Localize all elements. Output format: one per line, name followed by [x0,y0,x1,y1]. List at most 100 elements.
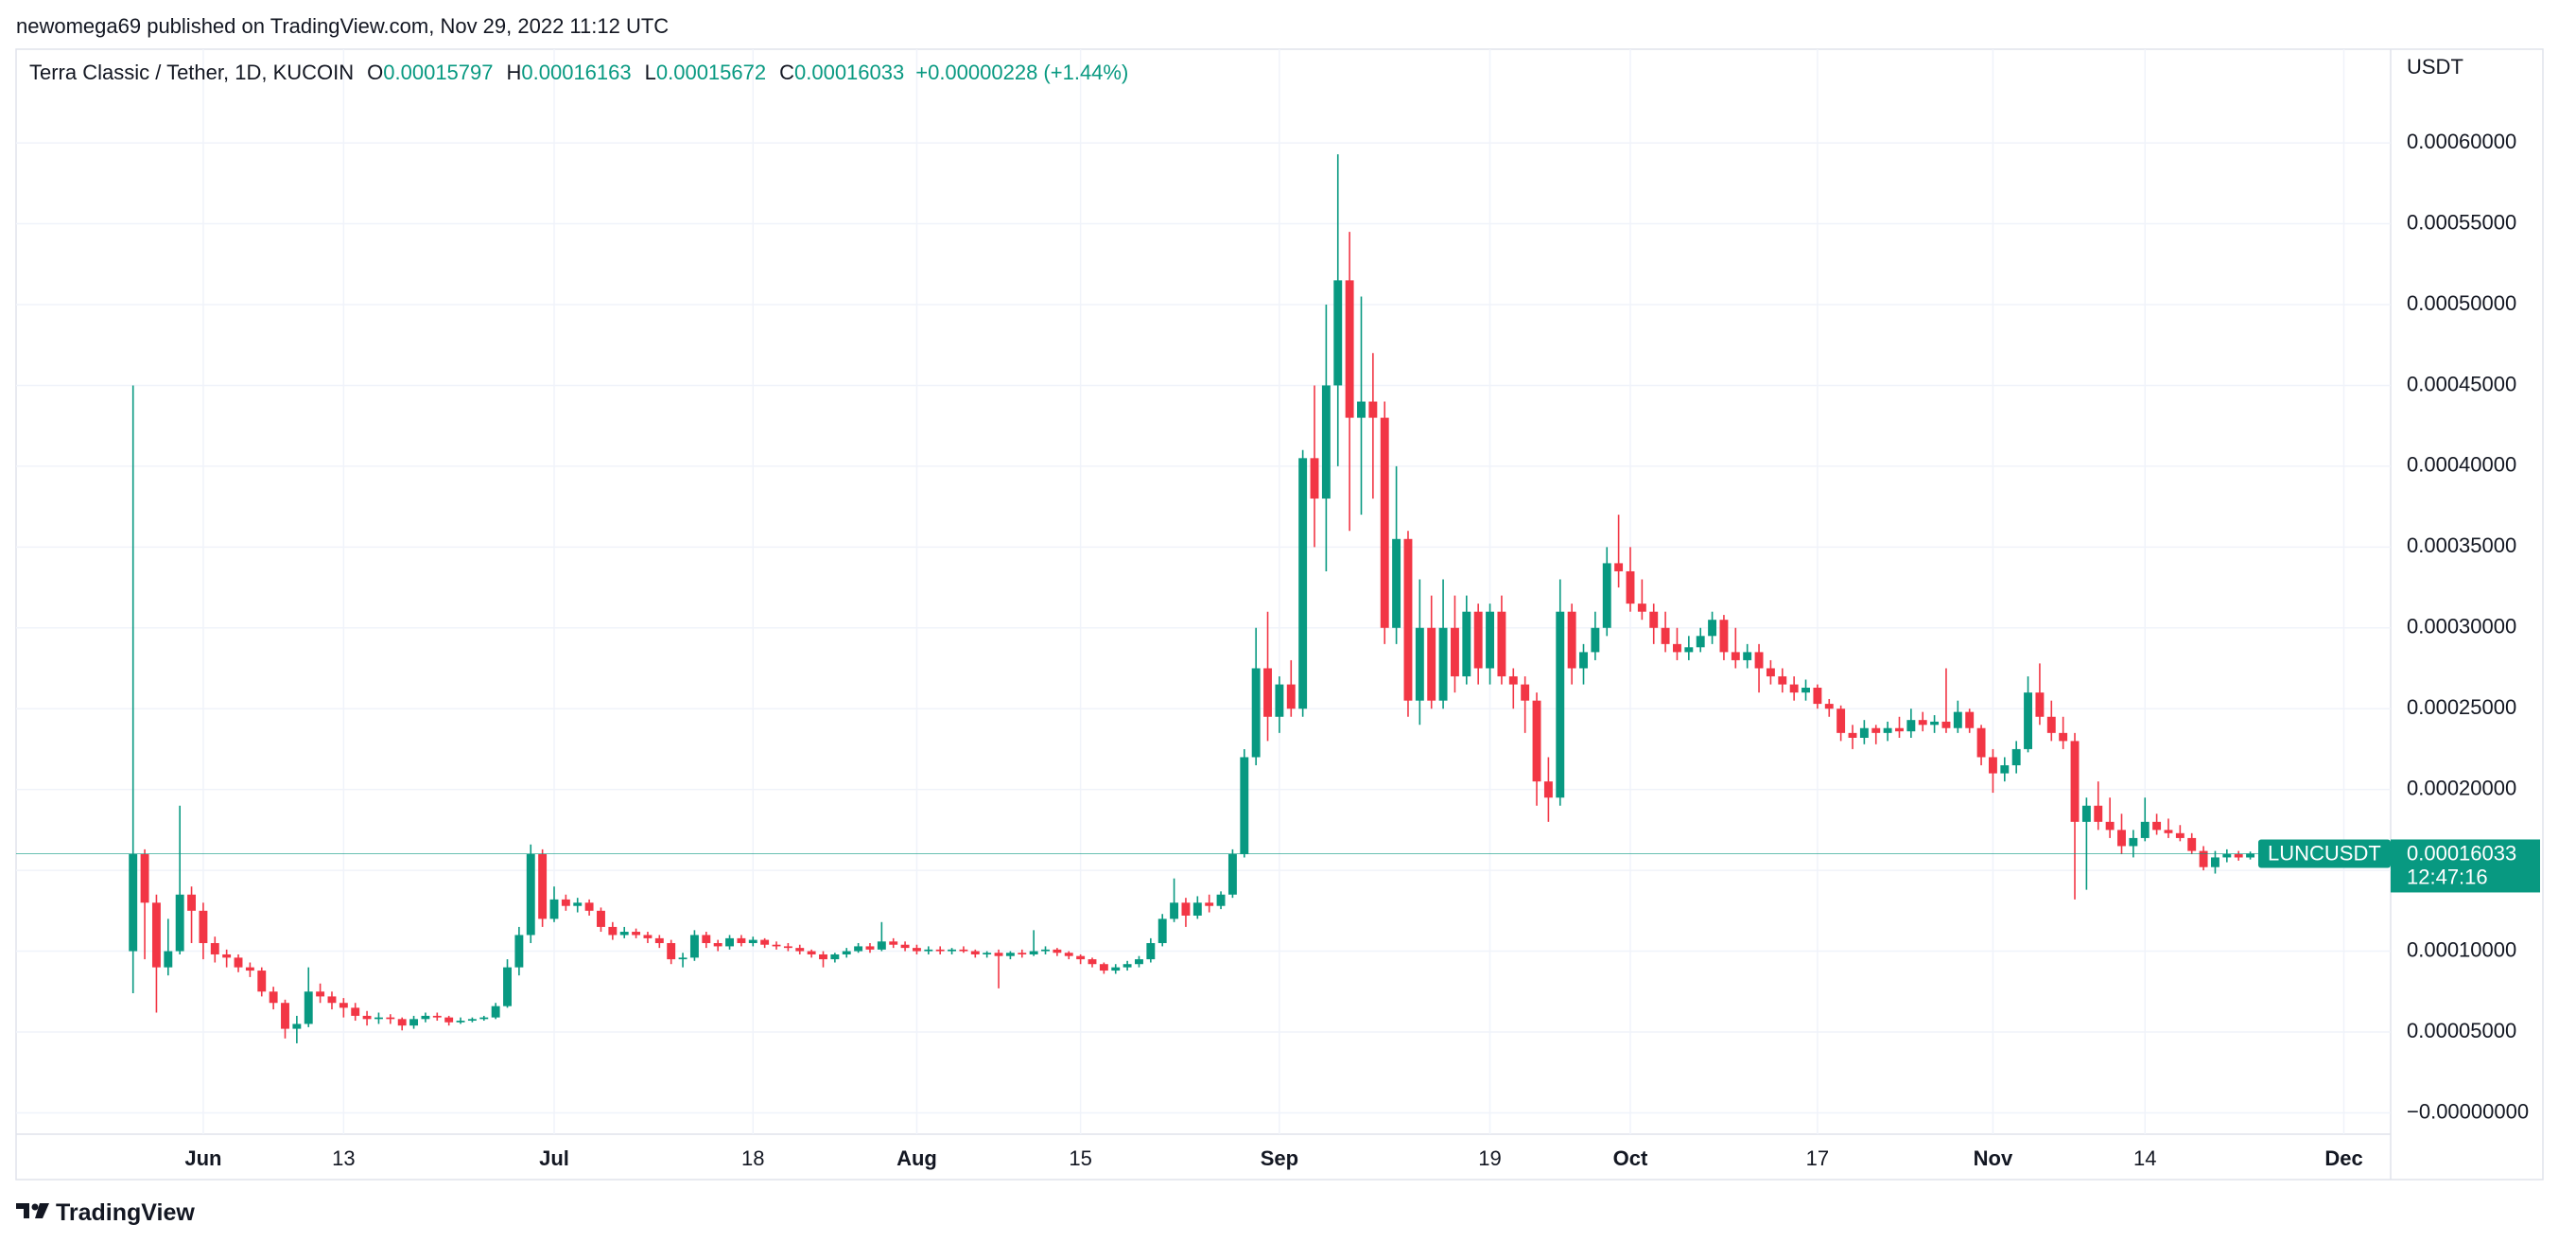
x-tick-label: 15 [1069,1146,1091,1170]
candle-body [1486,611,1495,669]
candle-body [1111,967,1121,971]
candle-body [689,935,699,958]
y-tick-label: 0.00020000 [2407,776,2516,799]
candle-body [234,957,243,968]
candle-body [725,937,734,947]
candle-body [549,899,559,919]
x-tick-label: 17 [1806,1146,1829,1170]
candle-body [1626,570,1635,604]
y-tick-label: 0.00040000 [2407,453,2516,477]
candle-body [1450,627,1459,677]
candle-body [795,948,805,952]
x-tick-label: Jun [184,1146,221,1170]
ohlc-legend: Terra Classic / Tether, 1D, KUCOIN O0.000… [29,61,1128,85]
candle-body [175,894,184,952]
candle-body [713,943,722,947]
candle-body [667,943,676,960]
candle-body [1965,711,1975,728]
candle-body [1848,732,1857,738]
candle-body [959,949,968,952]
candle-body [1076,955,1086,960]
legend-value: 0.00015672 [655,61,767,84]
candle-body [269,991,278,1004]
candle-body [1567,611,1576,669]
candle-body [807,951,816,954]
candle-body [327,996,337,1004]
candle-body [2011,748,2021,766]
candle-body [619,932,629,936]
candle-body [889,941,898,945]
candle-body [1345,280,1354,418]
legend-key: L [644,61,656,84]
candle-body [970,951,980,954]
x-tick-label: Jul [539,1146,569,1170]
candle-body [608,926,618,936]
candle-body [1240,757,1249,855]
y-tick-label: 0.00045000 [2407,372,2516,395]
candle-body [983,953,992,954]
candle-body [1684,647,1694,653]
candle-body [1754,652,1764,669]
candle-body [1532,700,1541,782]
candle-body [935,949,945,952]
candle-body [819,953,827,960]
candle-body [2094,805,2103,822]
candle-body [1579,652,1588,669]
y-tick-label: 0.00030000 [2407,615,2516,638]
candle-body [1661,627,1670,644]
candle-body [2222,854,2232,858]
candle-body [2152,821,2162,831]
candle-body [339,1003,348,1008]
legend-key: H [506,61,522,84]
candle-body [245,967,254,971]
candle-body [702,935,711,944]
candle-body [257,971,267,992]
candle-body [948,949,957,952]
candle-body [830,953,840,960]
candle-body [1157,918,1167,944]
candle-body [1801,688,1810,693]
x-tick-label: Sep [1261,1146,1298,1170]
candle-body [2070,741,2080,822]
candle-body [187,894,196,911]
candle-body [1871,727,1881,733]
candle-body [1438,627,1448,701]
candle-body [1286,684,1296,709]
candle-body [1473,611,1483,669]
price-tag [2391,839,2540,893]
candle-body [1696,636,1705,648]
candle-body [1275,684,1284,717]
candle-body [760,939,770,945]
y-tick-label: −0.00000000 [2407,1099,2529,1123]
y-tick-label: 0.00025000 [2407,695,2516,719]
candle-body [654,937,664,944]
symbol-tag-label: LUNCUSDT [2268,841,2381,865]
candle-body [140,854,149,903]
x-tick-label: 19 [1478,1146,1501,1170]
candle-body [1029,951,1038,954]
candle-body [632,932,641,936]
candle-body [1146,943,1156,960]
y-axis-label: USDT [2407,55,2463,79]
candle-body [1263,668,1272,717]
candle-body [1824,704,1834,709]
candle-body [877,941,886,950]
candle-body [479,1017,489,1020]
candle-body [397,1019,407,1026]
candle-body [643,935,653,938]
candle-body [129,854,138,952]
candle-body [421,1015,430,1020]
candle-body [199,910,208,944]
candle-body [1883,727,1892,733]
candle-body [409,1019,419,1026]
candle-body [783,946,792,949]
candle-body [2046,716,2056,733]
candle-body [1953,711,1962,728]
y-tick-label: 0.00060000 [2407,130,2516,153]
candle-body [2246,853,2255,858]
candle-body [1415,627,1424,701]
price-tag-value: 0.00016033 [2407,841,2516,865]
candle-body [1403,538,1413,701]
candle-body [1227,854,1237,895]
candle-body [1192,902,1202,916]
